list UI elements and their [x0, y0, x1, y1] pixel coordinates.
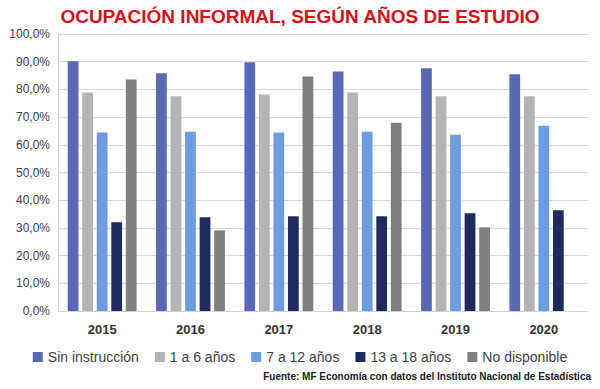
svg-text:70,0%: 70,0%: [16, 110, 50, 124]
svg-text:2019: 2019: [441, 322, 470, 337]
svg-text:10,0%: 10,0%: [16, 276, 50, 290]
svg-text:90,0%: 90,0%: [16, 55, 50, 69]
svg-text:2018: 2018: [353, 322, 382, 337]
svg-text:40,0%: 40,0%: [16, 193, 50, 207]
svg-text:2020: 2020: [529, 322, 558, 337]
svg-text:50,0%: 50,0%: [16, 166, 50, 180]
svg-text:OCUPACIÓN INFORMAL, SEGÚN AÑOS: OCUPACIÓN INFORMAL, SEGÚN AÑOS DE ESTUDI…: [60, 6, 539, 27]
svg-text:1 a 6 años: 1 a 6 años: [170, 349, 235, 365]
svg-text:0,0%: 0,0%: [23, 304, 51, 318]
svg-text:2015: 2015: [88, 322, 117, 337]
svg-text:100,0%: 100,0%: [9, 27, 50, 41]
svg-text:7 a 12 años: 7 a 12 años: [266, 349, 339, 365]
svg-text:60,0%: 60,0%: [16, 138, 50, 152]
svg-text:2017: 2017: [264, 322, 293, 337]
svg-text:13 a 18 años: 13 a 18 años: [370, 349, 451, 365]
svg-text:80,0%: 80,0%: [16, 82, 50, 96]
svg-text:20,0%: 20,0%: [16, 249, 50, 263]
svg-text:No disponible: No disponible: [482, 349, 567, 365]
svg-text:2016: 2016: [176, 322, 205, 337]
svg-text:Sin instrucción: Sin instrucción: [48, 349, 139, 365]
svg-text:Fuente: MF Economía con datos: Fuente: MF Economía con datos del Instit…: [263, 371, 591, 382]
svg-text:30,0%: 30,0%: [16, 221, 50, 235]
